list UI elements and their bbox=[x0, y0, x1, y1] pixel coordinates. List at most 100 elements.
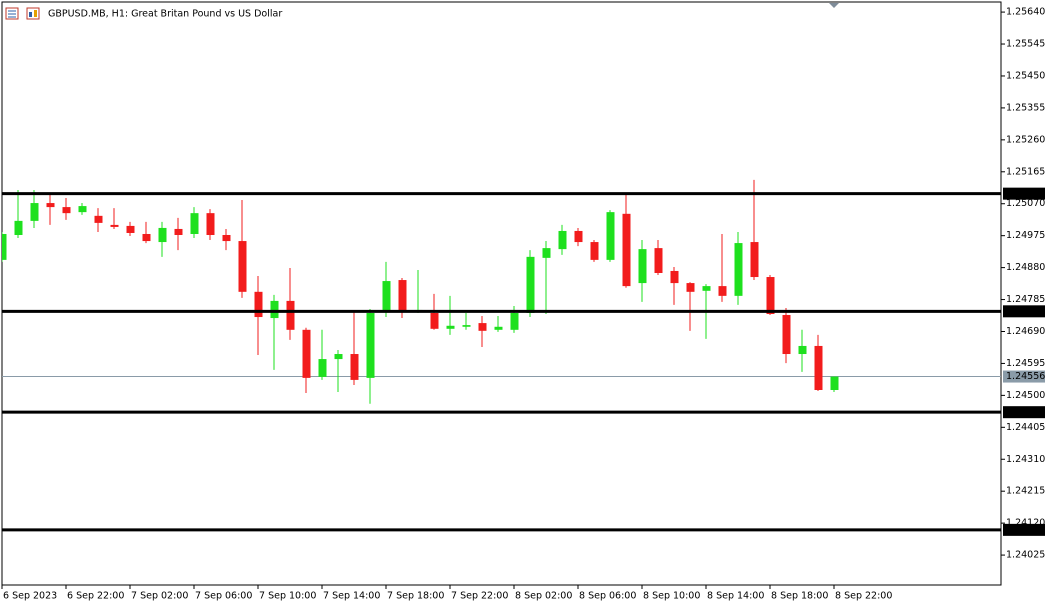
y-tick-label: 1.24975 bbox=[1006, 230, 1045, 241]
x-tick-label: 7 Sep 10:00 bbox=[259, 591, 316, 602]
candle-body bbox=[46, 203, 55, 208]
level-label: 1.25100 bbox=[1006, 188, 1045, 199]
candle-body bbox=[62, 207, 71, 214]
x-tick-label: 7 Sep 18:00 bbox=[387, 591, 444, 602]
y-tick-label: 1.25070 bbox=[1006, 198, 1045, 209]
candle-body bbox=[14, 220, 23, 235]
current-price-box bbox=[1003, 370, 1045, 383]
x-tick-label: 8 Sep 10:00 bbox=[643, 591, 700, 602]
current-price-label: 1.24556 bbox=[1006, 371, 1045, 382]
x-tick-label: 8 Sep 02:00 bbox=[515, 591, 572, 602]
candle-body bbox=[798, 345, 807, 355]
plot-frame bbox=[1, 1, 1002, 586]
candle-body bbox=[766, 277, 775, 315]
x-tick-label: 8 Sep 14:00 bbox=[707, 591, 764, 602]
candle-body bbox=[78, 206, 87, 213]
candle-body bbox=[830, 376, 839, 390]
candle-body bbox=[2, 233, 7, 260]
candle-body bbox=[94, 215, 103, 223]
level-box bbox=[1003, 305, 1045, 318]
level-box bbox=[1003, 523, 1045, 536]
y-tick-label: 1.25545 bbox=[1006, 39, 1045, 50]
candle-body bbox=[606, 212, 615, 260]
axes: 1.25640 1.25545 1.25450 1.25355 1.25260 1.251… bbox=[1, 7, 1045, 602]
candle-body bbox=[494, 326, 503, 330]
candle-body bbox=[142, 233, 151, 242]
candle-body bbox=[174, 228, 183, 235]
candle-body bbox=[702, 286, 711, 291]
chart-title: GBPUSD.MB, H1: Great Britan Pound vs US … bbox=[48, 9, 282, 20]
candle-body bbox=[286, 300, 295, 330]
candle-body bbox=[558, 230, 567, 250]
level-label: 1.24450 bbox=[1006, 407, 1045, 418]
level-label: 1.24100 bbox=[1006, 524, 1045, 535]
candle-body bbox=[670, 270, 679, 284]
y-tick-label: 1.24310 bbox=[1006, 454, 1045, 465]
toolbar-icons bbox=[5, 7, 40, 20]
candle-body bbox=[686, 283, 695, 292]
candle-body bbox=[190, 213, 199, 234]
candle-body bbox=[30, 203, 39, 221]
candle-body bbox=[126, 225, 135, 233]
y-tick-label: 1.25640 bbox=[1006, 7, 1045, 18]
y-tick-label: 1.24500 bbox=[1006, 390, 1045, 401]
candle-body bbox=[366, 313, 375, 378]
plot-area bbox=[2, 179, 1001, 532]
candle-body bbox=[782, 315, 791, 355]
x-tick-label: 6 Sep 2023 bbox=[3, 591, 57, 602]
candle-body bbox=[238, 241, 247, 292]
level-box bbox=[1003, 187, 1045, 200]
candle-body bbox=[510, 313, 519, 330]
candle-body bbox=[110, 224, 119, 227]
y-tick-label: 1.25355 bbox=[1006, 102, 1045, 113]
candle-body bbox=[734, 243, 743, 296]
y-tick-label: 1.24595 bbox=[1006, 358, 1045, 369]
candle-body bbox=[638, 249, 647, 284]
y-tick-label: 1.25450 bbox=[1006, 70, 1045, 81]
candle-body bbox=[318, 359, 327, 377]
candle-body bbox=[302, 329, 311, 378]
candle-body bbox=[270, 300, 279, 319]
x-tick-label: 6 Sep 22:00 bbox=[67, 591, 124, 602]
y-tick-label: 1.24405 bbox=[1006, 422, 1045, 433]
icon-chart bbox=[26, 7, 40, 20]
candle-body bbox=[398, 280, 407, 311]
candle-body bbox=[334, 354, 343, 360]
candle-body bbox=[654, 248, 663, 273]
candle-body bbox=[350, 354, 359, 380]
candle-body bbox=[446, 325, 455, 329]
y-tick-label: 1.25165 bbox=[1006, 166, 1045, 177]
y-tick-label: 1.24120 bbox=[1006, 518, 1045, 529]
candle-body bbox=[206, 213, 215, 235]
candle-body bbox=[462, 325, 471, 327]
candle-body bbox=[222, 234, 231, 242]
candle-body bbox=[718, 286, 727, 296]
x-tick-label: 8 Sep 22:00 bbox=[835, 591, 892, 602]
shift-marker bbox=[829, 3, 839, 8]
candle-body bbox=[542, 248, 551, 258]
y-tick-label: 1.24025 bbox=[1006, 550, 1045, 561]
candle-body bbox=[590, 242, 599, 260]
candle-body bbox=[574, 230, 583, 243]
y-tick-label: 1.24215 bbox=[1006, 486, 1045, 497]
x-tick-label: 8 Sep 18:00 bbox=[771, 591, 828, 602]
candle-body bbox=[526, 256, 535, 314]
candle-body bbox=[814, 345, 823, 390]
x-tick-label: 7 Sep 06:00 bbox=[195, 591, 252, 602]
y-tick-label: 1.24785 bbox=[1006, 294, 1045, 305]
x-tick-label: 8 Sep 06:00 bbox=[579, 591, 636, 602]
y-tick-label: 1.24880 bbox=[1006, 262, 1045, 273]
icon-bar bbox=[34, 10, 37, 17]
x-tick-label: 7 Sep 02:00 bbox=[131, 591, 188, 602]
y-tick-label: 1.25260 bbox=[1006, 134, 1045, 145]
candle-body bbox=[750, 242, 759, 278]
y-tick-label: 1.24690 bbox=[1006, 326, 1045, 337]
level-label: 1.24750 bbox=[1006, 306, 1045, 317]
candle-body bbox=[478, 323, 487, 331]
x-tick-label: 7 Sep 14:00 bbox=[323, 591, 380, 602]
icon-bar bbox=[29, 12, 32, 17]
candle-body bbox=[254, 291, 263, 318]
candle-body bbox=[430, 313, 439, 329]
candle-body bbox=[158, 227, 167, 243]
